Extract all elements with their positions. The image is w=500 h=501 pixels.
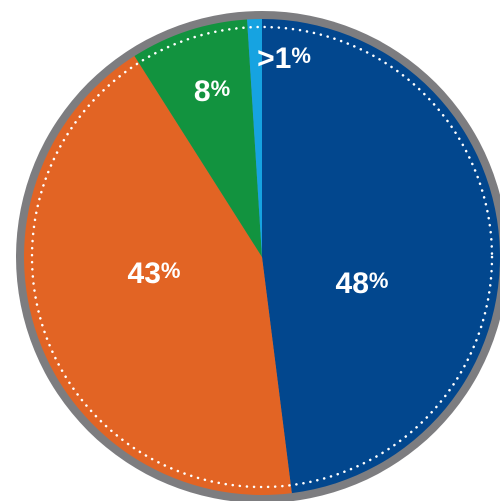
slice-label: 43% xyxy=(128,257,181,290)
pie-slice xyxy=(247,19,262,257)
slice-label: 48% xyxy=(336,267,389,300)
slice-label: 8% xyxy=(194,75,230,108)
pie-slice xyxy=(24,56,292,495)
pie-slice xyxy=(262,19,500,494)
slice-labels: 48% 43% 8% >1% xyxy=(128,42,389,300)
slice-label: >1% xyxy=(257,42,311,75)
dotted-ring xyxy=(30,25,494,489)
pie-slice xyxy=(134,19,262,257)
pie-slices xyxy=(24,19,500,495)
